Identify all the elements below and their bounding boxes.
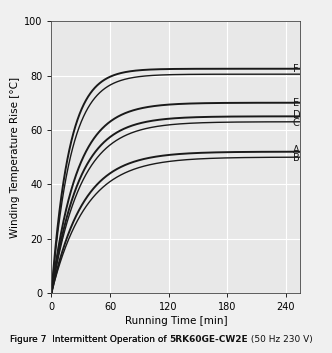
Y-axis label: Winding Temperature Rise [°C]: Winding Temperature Rise [°C] xyxy=(10,77,20,238)
Text: 5RK60GE-CW2E: 5RK60GE-CW2E xyxy=(169,335,248,344)
Text: (50 Hz 230 V): (50 Hz 230 V) xyxy=(248,335,313,344)
Text: Figure 7  Intermittent Operation of: Figure 7 Intermittent Operation of xyxy=(10,335,169,344)
Text: D: D xyxy=(292,110,300,120)
Text: C: C xyxy=(292,118,299,128)
Text: A: A xyxy=(292,145,299,155)
Text: F: F xyxy=(292,64,298,74)
Text: B: B xyxy=(292,154,299,163)
Text: Figure 7  Intermittent Operation of: Figure 7 Intermittent Operation of xyxy=(10,335,169,344)
Text: E: E xyxy=(292,98,299,108)
X-axis label: Running Time [min]: Running Time [min] xyxy=(124,316,227,326)
